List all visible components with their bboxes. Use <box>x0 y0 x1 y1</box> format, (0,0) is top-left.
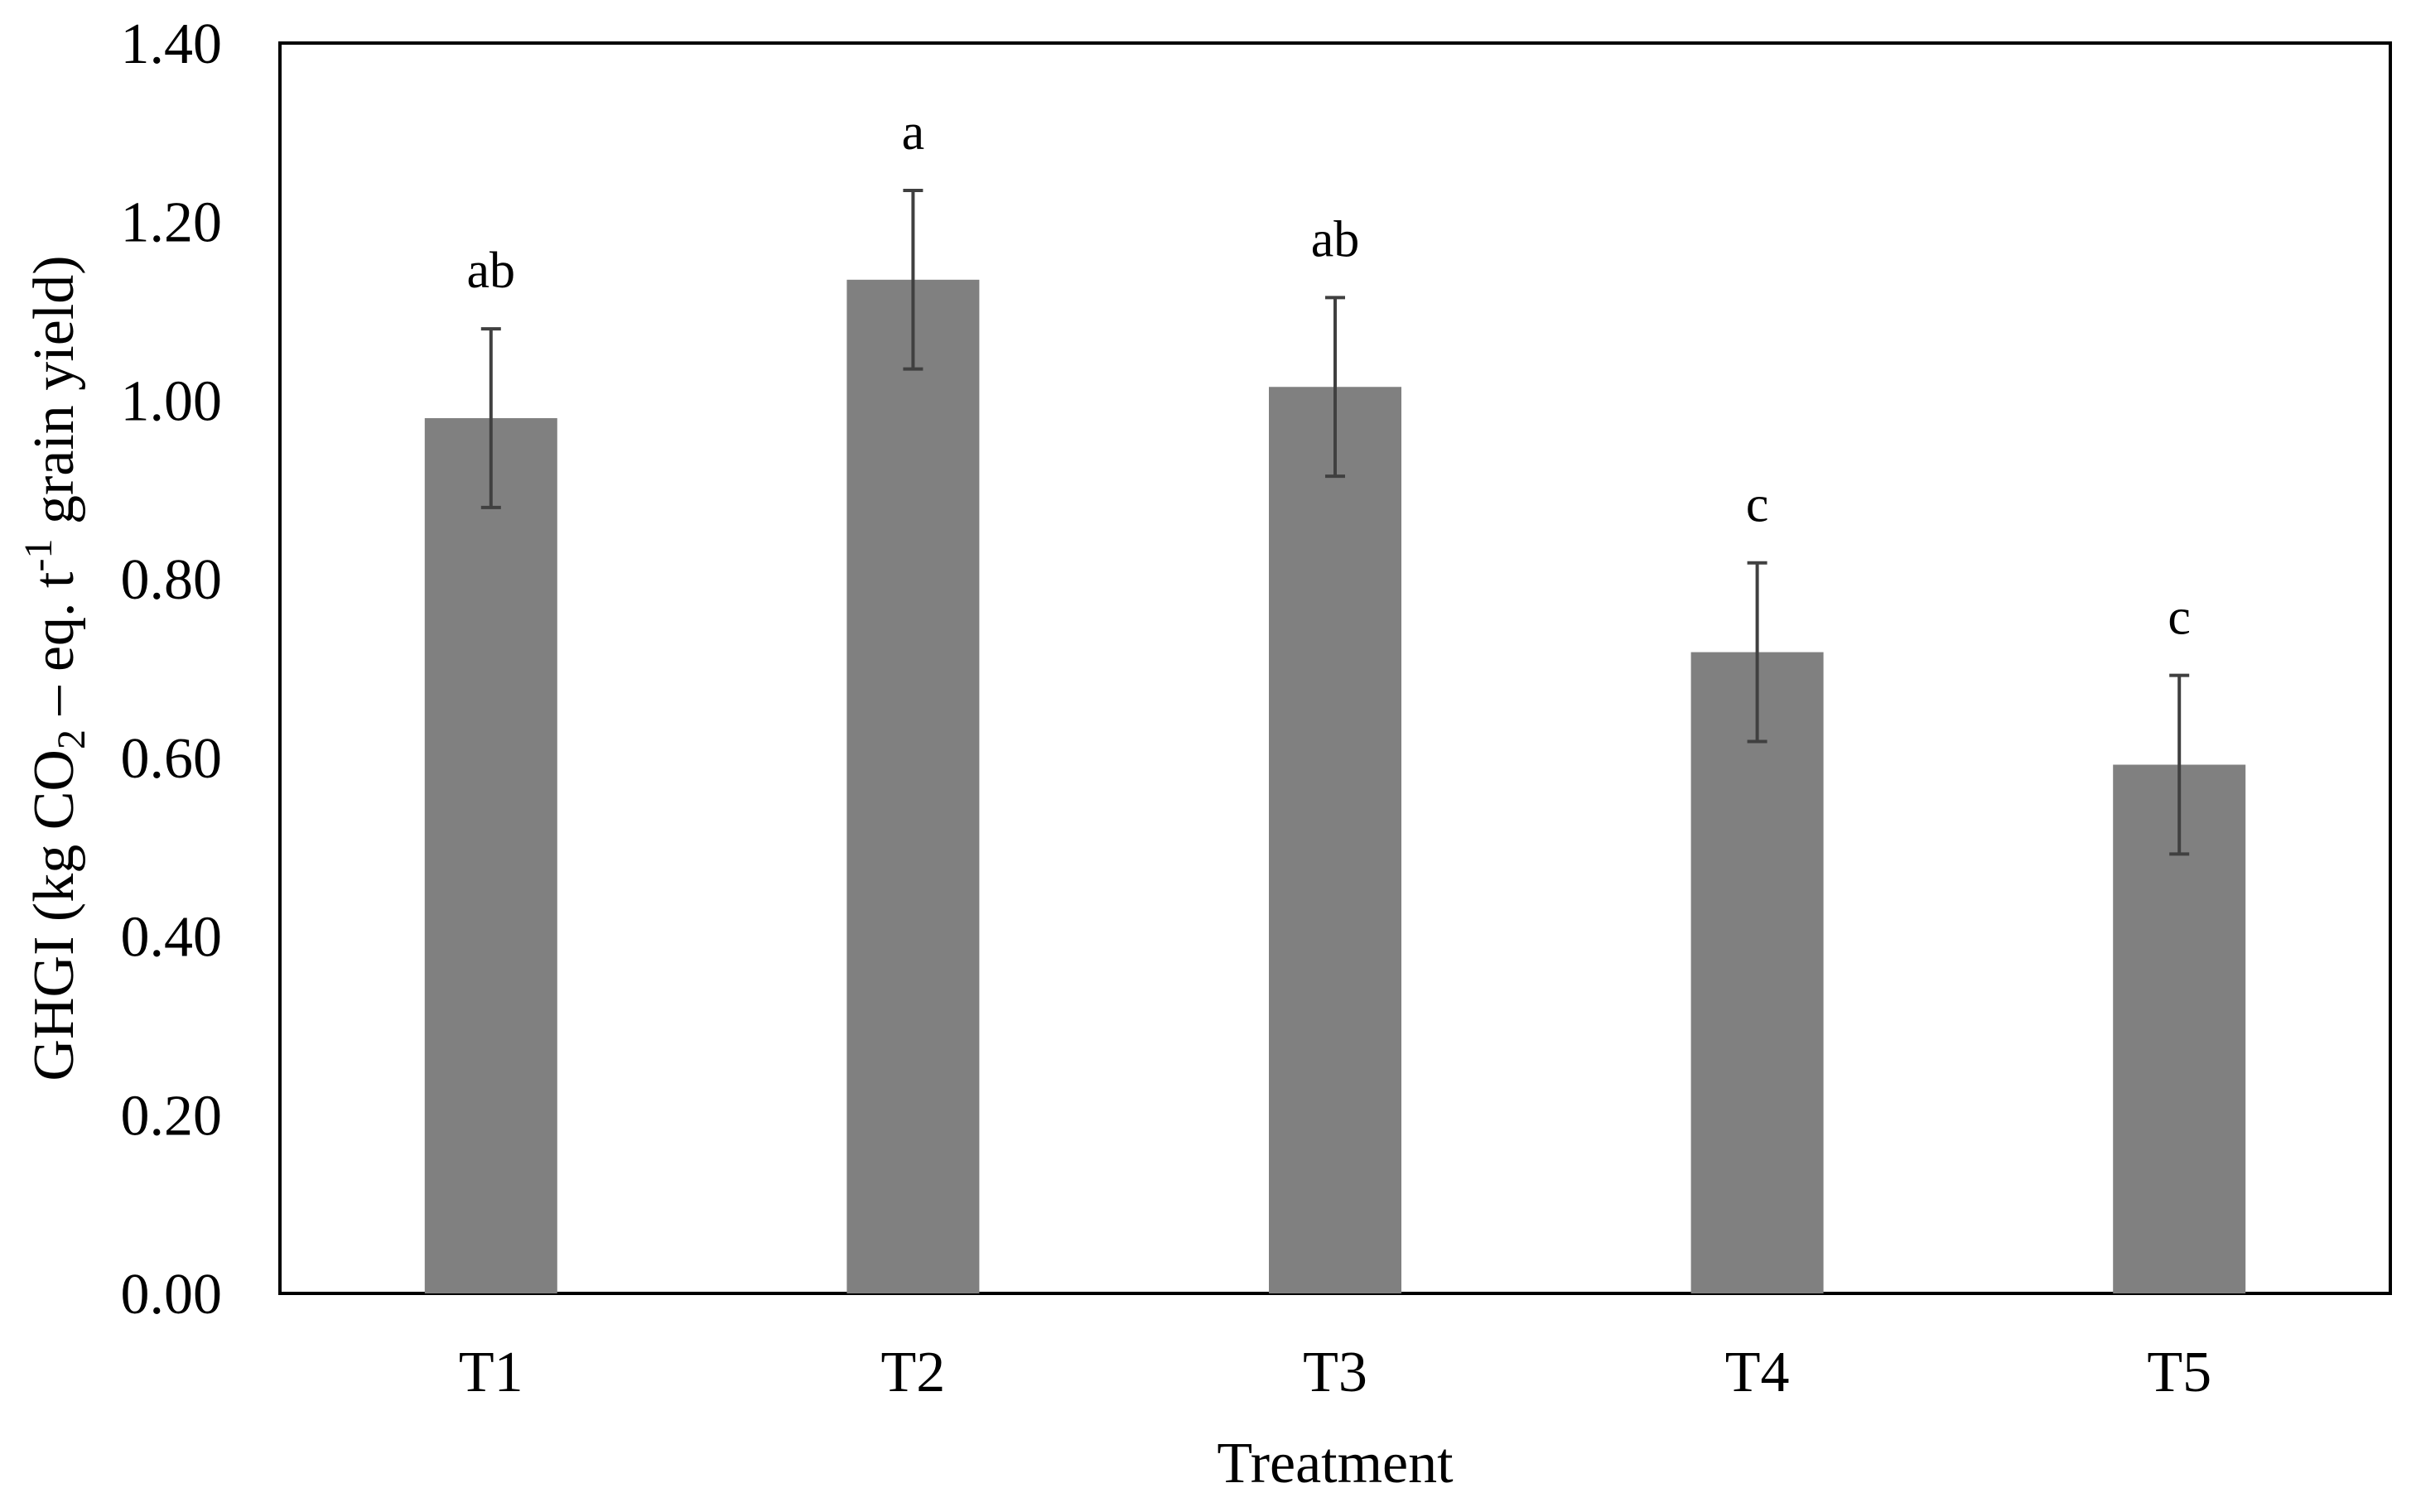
y-tick-label: 0.60 <box>121 727 223 791</box>
y-tick-label: 0.20 <box>121 1084 223 1148</box>
bar-t2 <box>846 279 980 1294</box>
x-tick-label-t2: T2 <box>881 1341 946 1404</box>
significance-label-t4: c <box>1746 477 1769 533</box>
x-axis-ticks: T1 T2 T3 T4 T5 <box>459 1341 2211 1404</box>
y-axis-ticks: 0.00 0.20 0.40 0.60 0.80 1.00 1.20 1.40 <box>121 12 223 1327</box>
x-tick-label-t3: T3 <box>1303 1341 1367 1404</box>
y-axis-title: GHGI (kg CO2 – eq. t-1 grain yield) <box>17 255 94 1081</box>
x-tick-label-t5: T5 <box>2147 1341 2211 1404</box>
significance-labels: ab a ab c c <box>467 104 2191 646</box>
y-axis-title-suffix: grain yield) <box>22 255 86 538</box>
bars <box>424 279 2246 1294</box>
error-bars <box>480 188 2190 856</box>
bar-t1 <box>424 418 557 1293</box>
y-axis-title-subscript: 2 <box>50 730 94 749</box>
y-tick-label: 0.00 <box>121 1263 223 1327</box>
significance-label-t5: c <box>2168 590 2191 646</box>
bar-t4 <box>1690 652 1824 1293</box>
significance-label-t1: ab <box>467 243 516 299</box>
significance-label-t3: ab <box>1311 211 1360 267</box>
y-tick-label: 1.20 <box>121 191 223 255</box>
x-tick-label-t1: T1 <box>459 1341 523 1404</box>
significance-label-t2: a <box>902 104 925 161</box>
y-tick-label: 1.00 <box>121 369 223 433</box>
y-axis-title-middle: – eq. t <box>22 571 86 730</box>
x-axis-title: Treatment <box>1217 1432 1454 1495</box>
x-tick-label-t4: T4 <box>1725 1341 1790 1404</box>
y-tick-label: 0.80 <box>121 548 223 612</box>
y-tick-label: 0.40 <box>121 906 223 970</box>
y-tick-label: 1.40 <box>121 12 223 76</box>
y-axis-title-prefix: GHGI (kg CO <box>22 749 86 1081</box>
bar-t3 <box>1269 387 1401 1293</box>
y-axis-title-superscript: -1 <box>17 539 60 572</box>
